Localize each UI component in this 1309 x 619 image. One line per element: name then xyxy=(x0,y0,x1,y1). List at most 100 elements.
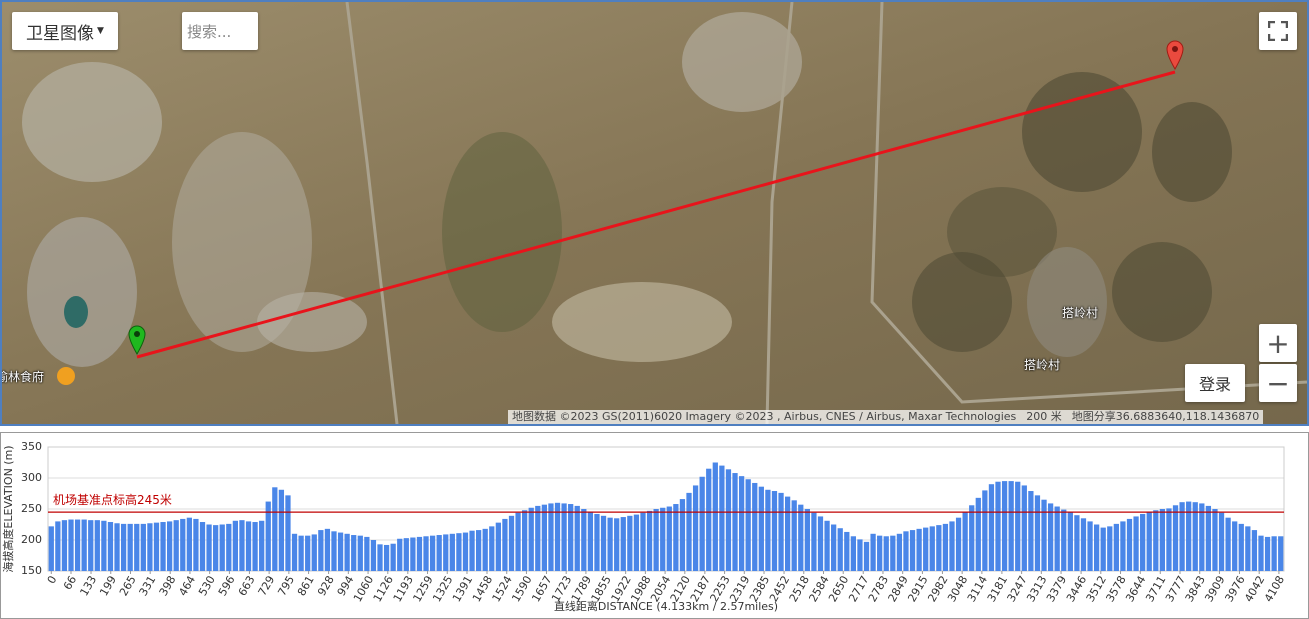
x-tick-label: 596 xyxy=(216,574,238,599)
x-tick-label: 861 xyxy=(295,574,317,599)
y-tick-label: 200 xyxy=(21,533,42,546)
bar xyxy=(607,517,613,571)
bar xyxy=(127,523,133,571)
bar xyxy=(120,523,127,571)
bar xyxy=(587,511,594,571)
x-tick-label: 133 xyxy=(77,574,99,599)
bar xyxy=(574,505,580,571)
bar xyxy=(265,501,271,571)
bar xyxy=(745,479,751,571)
fullscreen-button[interactable] xyxy=(1259,12,1297,50)
bar xyxy=(594,513,600,571)
bar xyxy=(541,504,548,571)
bar xyxy=(508,515,515,571)
plot-frame xyxy=(47,446,1285,572)
bar xyxy=(180,518,186,571)
bar xyxy=(390,543,396,571)
x-tick-label: 928 xyxy=(315,574,337,599)
bar xyxy=(620,517,626,571)
bar xyxy=(1113,523,1119,571)
y-axis-label: 海拔高度ELEVATION (m) xyxy=(1,445,15,572)
bar xyxy=(568,504,574,571)
bar xyxy=(614,518,620,571)
bar xyxy=(403,538,409,571)
bar xyxy=(936,525,942,571)
x-tick-label: 464 xyxy=(176,574,198,599)
bar xyxy=(1067,512,1073,571)
x-axis-label: 直线距离DISTANCE (4.133km / 2.57miles) xyxy=(554,599,778,613)
bar xyxy=(166,521,173,571)
bar xyxy=(1258,535,1264,571)
bar xyxy=(778,492,784,571)
attribution-bar: 地图数据 ©2023 GS(2011)6020 Imagery ©2023 , … xyxy=(508,410,1264,424)
bar xyxy=(679,499,686,571)
bar xyxy=(548,503,554,571)
bar xyxy=(416,536,423,571)
bar xyxy=(311,534,317,571)
bar xyxy=(252,522,258,571)
bar xyxy=(291,533,298,571)
bar xyxy=(1093,524,1100,571)
bar xyxy=(1107,526,1113,571)
bar xyxy=(923,527,929,571)
bar xyxy=(955,517,962,571)
bar xyxy=(1199,503,1205,571)
bar xyxy=(305,535,311,571)
zoom-out-button[interactable]: − xyxy=(1259,364,1297,402)
bar xyxy=(784,496,791,571)
bar xyxy=(699,476,705,571)
map[interactable]: 榆林食府 搭岭村 搭岭村 卫星图像 ▼ 搜索... + − 登录 地图数据 ©20… xyxy=(0,0,1309,426)
bar xyxy=(1021,485,1027,571)
bar xyxy=(850,536,857,571)
bar xyxy=(1087,521,1093,571)
bar xyxy=(81,519,87,571)
bar xyxy=(1179,502,1185,571)
bar xyxy=(147,523,153,571)
bar xyxy=(482,528,488,571)
place-label: 搭岭村 xyxy=(1024,358,1061,372)
x-tick-label: 66 xyxy=(61,574,79,593)
bar xyxy=(1028,491,1034,571)
bar xyxy=(429,535,436,571)
bar xyxy=(811,512,817,571)
bar xyxy=(877,535,883,571)
bar xyxy=(48,526,54,571)
scale: 200 米 xyxy=(1026,410,1062,423)
bar xyxy=(199,522,206,571)
bar xyxy=(502,518,508,571)
bar xyxy=(370,540,377,571)
bar xyxy=(903,531,909,571)
bar xyxy=(219,524,225,571)
bar xyxy=(61,520,68,571)
bar xyxy=(633,514,640,571)
bar xyxy=(1061,509,1067,571)
bar xyxy=(817,516,824,571)
bar xyxy=(554,502,561,571)
bar xyxy=(1008,481,1014,571)
bar xyxy=(1140,513,1146,571)
bar xyxy=(186,517,192,571)
bar xyxy=(712,462,718,571)
bar xyxy=(160,522,166,571)
x-tick-label: 331 xyxy=(137,574,159,599)
bar xyxy=(469,530,475,571)
bar xyxy=(942,523,949,571)
bar xyxy=(383,544,390,571)
search-input[interactable]: 搜索... xyxy=(182,12,258,50)
bar xyxy=(804,509,810,571)
bar xyxy=(94,520,100,571)
login-button[interactable]: 登录 xyxy=(1185,364,1245,402)
bar xyxy=(863,541,870,571)
bar xyxy=(1212,509,1218,571)
bar xyxy=(1015,481,1021,571)
zoom-in-button[interactable]: + xyxy=(1259,324,1297,362)
bar xyxy=(436,535,442,571)
bar xyxy=(870,533,876,571)
bar xyxy=(134,523,140,571)
bar xyxy=(798,504,804,571)
share-link[interactable]: 地图分享36.6883640,118.1436870 xyxy=(1071,410,1260,423)
bar xyxy=(462,532,469,571)
bar xyxy=(232,520,239,571)
map-type-button[interactable]: 卫星图像 ▼ xyxy=(12,12,118,50)
